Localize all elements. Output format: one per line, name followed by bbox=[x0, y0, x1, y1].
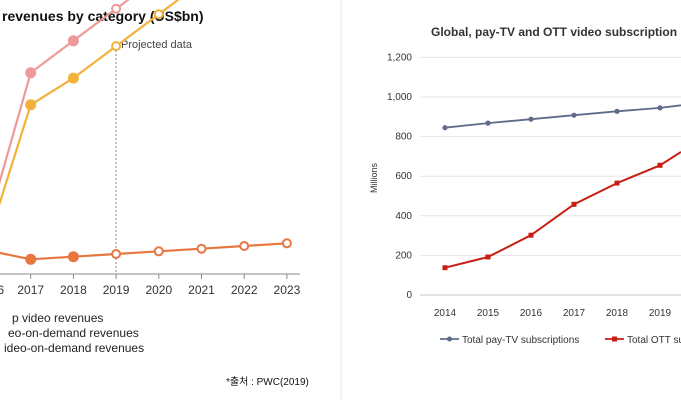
left-data-point bbox=[153, 246, 164, 257]
right-series-line bbox=[444, 104, 681, 129]
left-series-line bbox=[0, 242, 287, 261]
left-series-line bbox=[0, 0, 180, 206]
right-chart-panel: Global, pay-TV and OTT video subscriptio… bbox=[369, 25, 681, 346]
right-x-tick-label: 2017 bbox=[563, 308, 586, 319]
source-note: *출처 : PWC(2019) bbox=[226, 376, 309, 388]
left-legend-label: eo-on-demand revenues bbox=[8, 326, 139, 340]
left-legend-label: p video revenues bbox=[12, 311, 103, 325]
left-data-point bbox=[67, 72, 79, 84]
right-data-point bbox=[485, 120, 491, 126]
left-data-point bbox=[111, 249, 122, 259]
left-data-point bbox=[196, 243, 207, 254]
right-data-point bbox=[528, 232, 534, 238]
right-x-tick-label: 2018 bbox=[606, 308, 629, 319]
left-series-line bbox=[0, 0, 130, 185]
projected-data-label: Projected data bbox=[121, 39, 193, 51]
right-data-point bbox=[614, 180, 620, 186]
right-x-tick-label: 2015 bbox=[477, 308, 500, 319]
left-data-point bbox=[239, 241, 250, 251]
right-data-point bbox=[657, 162, 663, 168]
left-data-point bbox=[67, 251, 79, 263]
right-legend-swatch-marker bbox=[612, 336, 617, 342]
left-x-tick-label: 2021 bbox=[188, 283, 215, 297]
right-legend: Total pay-TV subscriptions Total OTT su bbox=[440, 335, 681, 346]
right-x-tick-label: 2014 bbox=[434, 308, 457, 319]
right-legend-label: Total pay-TV subscriptions bbox=[462, 335, 579, 346]
right-y-tick-label: 800 bbox=[395, 132, 412, 143]
right-y-tick-label: 1,000 bbox=[387, 92, 412, 103]
left-legend-label: ideo-on-demand revenues bbox=[4, 341, 144, 355]
right-legend-swatch-marker bbox=[447, 336, 452, 342]
right-data-point bbox=[571, 112, 577, 118]
left-data-point bbox=[111, 41, 122, 52]
left-chart-title: revenues by category (US$bn) bbox=[2, 8, 204, 24]
right-data-point bbox=[614, 108, 620, 114]
right-data-point bbox=[485, 254, 491, 260]
left-x-tick-label: 2018 bbox=[60, 283, 87, 297]
left-data-point bbox=[153, 9, 164, 20]
right-y-tick-label: 600 bbox=[395, 171, 412, 182]
right-y-tick-label: 0 bbox=[406, 290, 412, 301]
right-data-point bbox=[571, 201, 577, 207]
left-data-point bbox=[67, 35, 79, 47]
left-series-group bbox=[0, 0, 292, 265]
left-data-point bbox=[111, 3, 122, 14]
right-y-tick-label: 1,200 bbox=[387, 52, 412, 63]
left-x-tick-label: 2023 bbox=[274, 283, 301, 297]
right-y-tick-label: 200 bbox=[395, 250, 412, 261]
left-chart-panel: revenues by category (US$bn) Projected d… bbox=[0, 0, 301, 355]
right-y-axis-label: Millions bbox=[369, 163, 379, 194]
right-data-point bbox=[442, 265, 448, 271]
right-data-point bbox=[442, 125, 448, 131]
left-data-point bbox=[281, 238, 292, 249]
left-x-tick-label: 2020 bbox=[145, 283, 172, 297]
left-x-tick-label: 2022 bbox=[231, 283, 258, 297]
right-data-point bbox=[657, 105, 663, 111]
right-gridlines bbox=[420, 56, 681, 296]
right-x-tick-label: 2019 bbox=[649, 308, 672, 319]
right-series-group bbox=[442, 104, 681, 271]
right-legend-label: Total OTT su bbox=[627, 335, 681, 346]
right-x-tick-label: 2016 bbox=[520, 308, 543, 319]
left-x-tick-group: 6 2017 2018 2019 2020 2021 2022 2023 bbox=[0, 274, 301, 297]
right-data-point bbox=[528, 116, 534, 122]
right-y-tick-label: 400 bbox=[395, 211, 412, 222]
left-data-point bbox=[25, 67, 37, 79]
right-series-line bbox=[444, 151, 681, 269]
left-x-tick-label: 2019 bbox=[103, 283, 130, 297]
left-data-point bbox=[25, 253, 37, 265]
left-x-tick-label: 6 bbox=[0, 283, 4, 297]
left-x-tick-label: 2017 bbox=[17, 283, 44, 297]
left-data-point bbox=[25, 99, 37, 111]
right-chart-title: Global, pay-TV and OTT video subscriptio… bbox=[431, 25, 677, 39]
right-tick-group: 0 200 400 600 800 1,000 1,200 2014 2015 2016 2017 2… bbox=[387, 52, 672, 319]
